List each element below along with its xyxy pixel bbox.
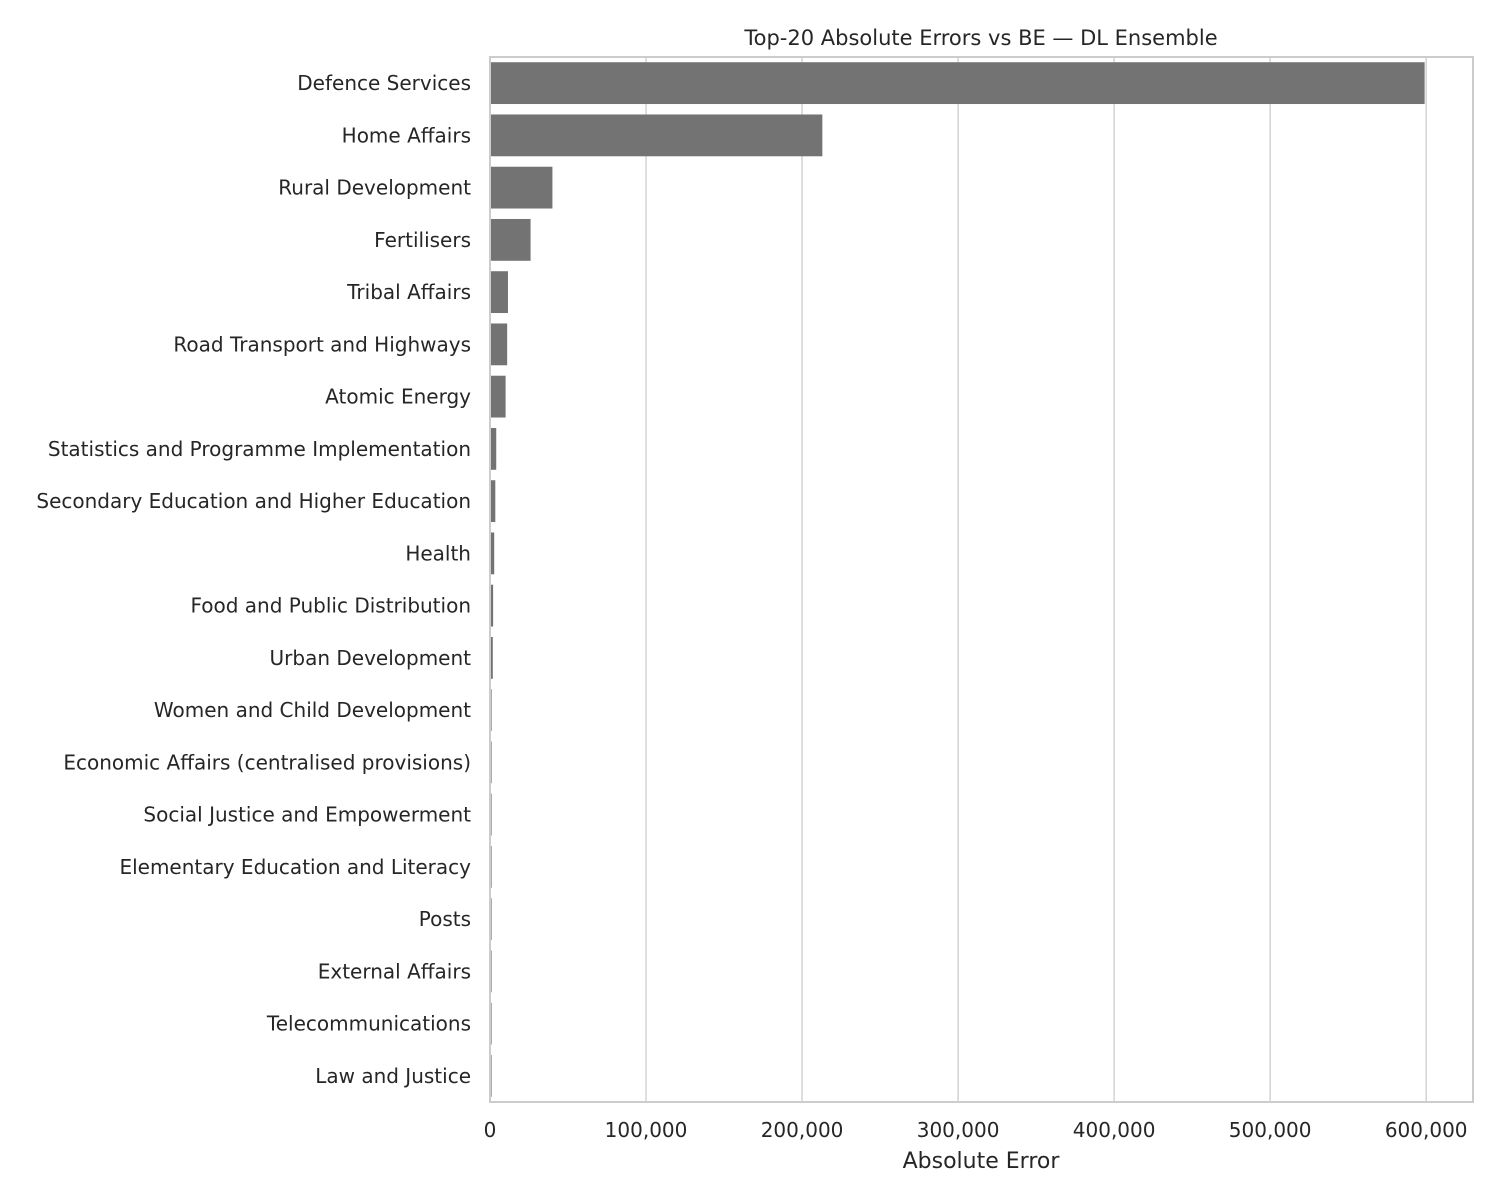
category-label: Elementary Education and Literacy [119, 855, 471, 879]
bar [491, 271, 508, 314]
category-label: Statistics and Programme Implementation [48, 437, 471, 461]
bar [491, 793, 492, 836]
plot-frame [489, 56, 1474, 1103]
grid-lines [489, 57, 1427, 1102]
category-label: Food and Public Distribution [190, 594, 471, 618]
x-tick-label: 500,000 [1229, 1118, 1312, 1142]
bar [491, 845, 492, 888]
x-tick-label: 100,000 [605, 1118, 688, 1142]
category-label: Road Transport and Highways [173, 332, 471, 356]
chart-title: Top-20 Absolute Errors vs BE — DL Ensemb… [743, 26, 1217, 50]
category-label: Telecommunications [266, 1012, 471, 1036]
bar [491, 741, 492, 784]
category-label: Defence Services [297, 71, 471, 95]
x-axis-label: Absolute Error [903, 1149, 1061, 1174]
x-tick-label: 600,000 [1385, 1118, 1468, 1142]
bar [491, 62, 1425, 105]
bar [491, 375, 506, 418]
bar [491, 898, 492, 941]
bar [491, 427, 497, 470]
bar [491, 584, 494, 627]
bars [491, 62, 1425, 1097]
bar [491, 166, 553, 209]
x-tick-label: 0 [484, 1118, 497, 1142]
bar [491, 480, 496, 523]
bar [491, 114, 823, 157]
x-tick-label: 200,000 [761, 1118, 844, 1142]
category-label: Rural Development [278, 176, 471, 200]
category-label: Health [405, 541, 471, 565]
bar [491, 323, 508, 366]
bar [491, 1054, 492, 1097]
bar [491, 950, 492, 993]
bar [491, 532, 495, 575]
bar [491, 636, 493, 679]
x-tick-label: 400,000 [1073, 1118, 1156, 1142]
category-label: Atomic Energy [325, 385, 471, 409]
category-label: Law and Justice [315, 1064, 471, 1088]
category-label: Posts [419, 907, 471, 931]
category-label: Urban Development [270, 646, 472, 670]
category-label: Tribal Affairs [346, 280, 471, 304]
category-labels: Defence Services Home Affairs Rural Develo… [36, 71, 471, 1088]
category-label: Fertilisers [374, 228, 471, 252]
category-label: External Affairs [318, 959, 471, 983]
category-label: Social Justice and Empowerment [143, 803, 471, 827]
category-label: Home Affairs [342, 123, 471, 147]
x-tick-labels: 0 100,000 200,000 300,000 400,000 500,000 600,… [484, 1118, 1468, 1142]
bar [491, 218, 531, 261]
x-tick-label: 300,000 [917, 1118, 1000, 1142]
category-label: Women and Child Development [154, 698, 471, 722]
category-label: Secondary Education and Higher Education [36, 489, 471, 513]
bar [491, 689, 492, 732]
category-label: Economic Affairs (centralised provisions… [63, 750, 471, 774]
bar [491, 1002, 492, 1045]
